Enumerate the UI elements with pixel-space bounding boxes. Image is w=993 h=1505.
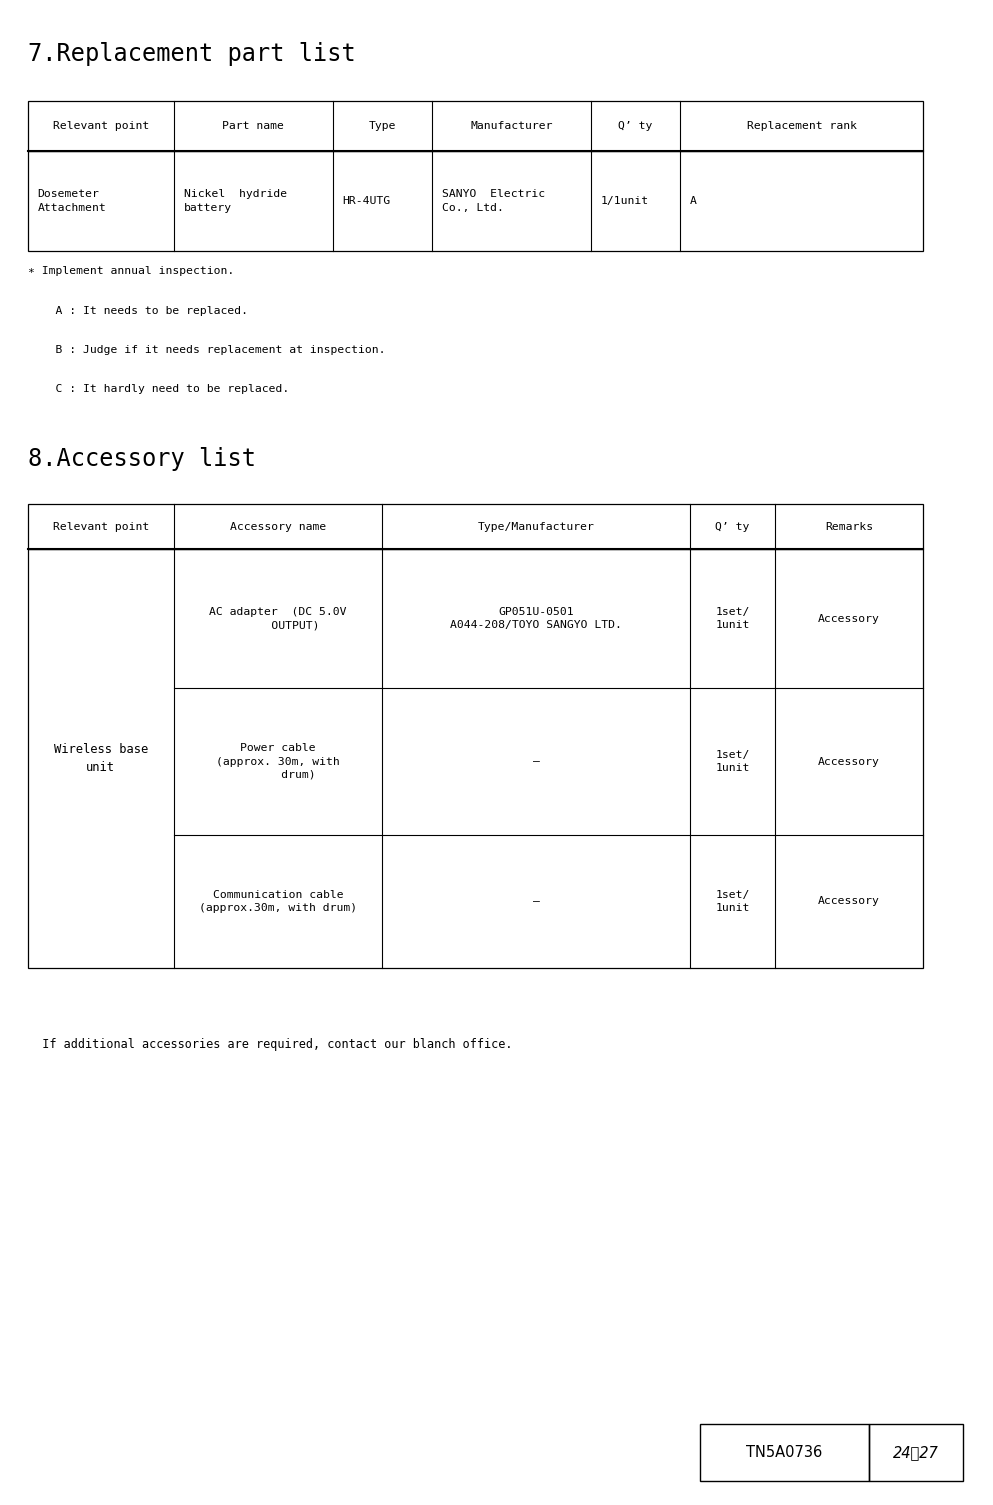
Text: Dosemeter
Attachment: Dosemeter Attachment — [38, 190, 106, 212]
Text: 1/1unit: 1/1unit — [601, 196, 648, 206]
Text: Manufacturer: Manufacturer — [470, 120, 553, 131]
Text: 1set/
1unit: 1set/ 1unit — [715, 889, 750, 914]
Text: A: A — [690, 196, 697, 206]
Text: 7.Replacement part list: 7.Replacement part list — [28, 42, 355, 66]
Text: SANYO  Electric
Co., Ltd.: SANYO Electric Co., Ltd. — [442, 190, 545, 212]
Text: A : It needs to be replaced.: A : It needs to be replaced. — [28, 306, 248, 316]
Text: TN5A0736: TN5A0736 — [747, 1445, 822, 1460]
Text: Remarks: Remarks — [825, 522, 873, 531]
Bar — [869, 1424, 963, 1481]
Text: C : It hardly need to be replaced.: C : It hardly need to be replaced. — [28, 384, 289, 394]
Text: Replacement rank: Replacement rank — [747, 120, 857, 131]
Bar — [28, 101, 923, 150]
Text: AC adapter  (DC 5.0V
     OUTPUT): AC adapter (DC 5.0V OUTPUT) — [210, 607, 347, 631]
Text: –: – — [533, 757, 539, 766]
Text: Type/Manufacturer: Type/Manufacturer — [478, 522, 595, 531]
Text: Relevant point: Relevant point — [53, 522, 149, 531]
Text: Accessory name: Accessory name — [230, 522, 326, 531]
Bar — [28, 549, 923, 968]
Text: Q’ ty: Q’ ty — [715, 522, 750, 531]
Text: Accessory: Accessory — [818, 897, 880, 906]
Text: GP051U-0501
A044-208/TOYO SANGYO LTD.: GP051U-0501 A044-208/TOYO SANGYO LTD. — [450, 607, 623, 631]
Text: Power cable
(approx. 30m, with
      drum): Power cable (approx. 30m, with drum) — [216, 743, 340, 780]
Text: –: – — [533, 897, 539, 906]
Bar — [700, 1424, 869, 1481]
Text: 24／27: 24／27 — [893, 1445, 939, 1460]
Text: Type: Type — [368, 120, 396, 131]
Text: Wireless base
unit: Wireless base unit — [54, 743, 148, 774]
Text: 1set/
1unit: 1set/ 1unit — [715, 607, 750, 631]
Text: HR-4UTG: HR-4UTG — [343, 196, 390, 206]
Text: Communication cable
(approx.30m, with drum): Communication cable (approx.30m, with dr… — [199, 889, 357, 914]
Text: 8.Accessory list: 8.Accessory list — [28, 447, 256, 471]
Bar — [28, 150, 923, 251]
Text: 1set/
1unit: 1set/ 1unit — [715, 749, 750, 774]
Text: If additional accessories are required, contact our blanch office.: If additional accessories are required, … — [28, 1038, 512, 1052]
Bar — [28, 504, 923, 549]
Text: Part name: Part name — [222, 120, 284, 131]
Text: ∗ Implement annual inspection.: ∗ Implement annual inspection. — [28, 266, 234, 277]
Text: Relevant point: Relevant point — [53, 120, 149, 131]
Text: Accessory: Accessory — [818, 614, 880, 623]
Text: Accessory: Accessory — [818, 757, 880, 766]
Text: Q’ ty: Q’ ty — [619, 120, 652, 131]
Text: Nickel  hydride
battery: Nickel hydride battery — [184, 190, 287, 212]
Text: B : Judge if it needs replacement at inspection.: B : Judge if it needs replacement at ins… — [28, 345, 385, 355]
